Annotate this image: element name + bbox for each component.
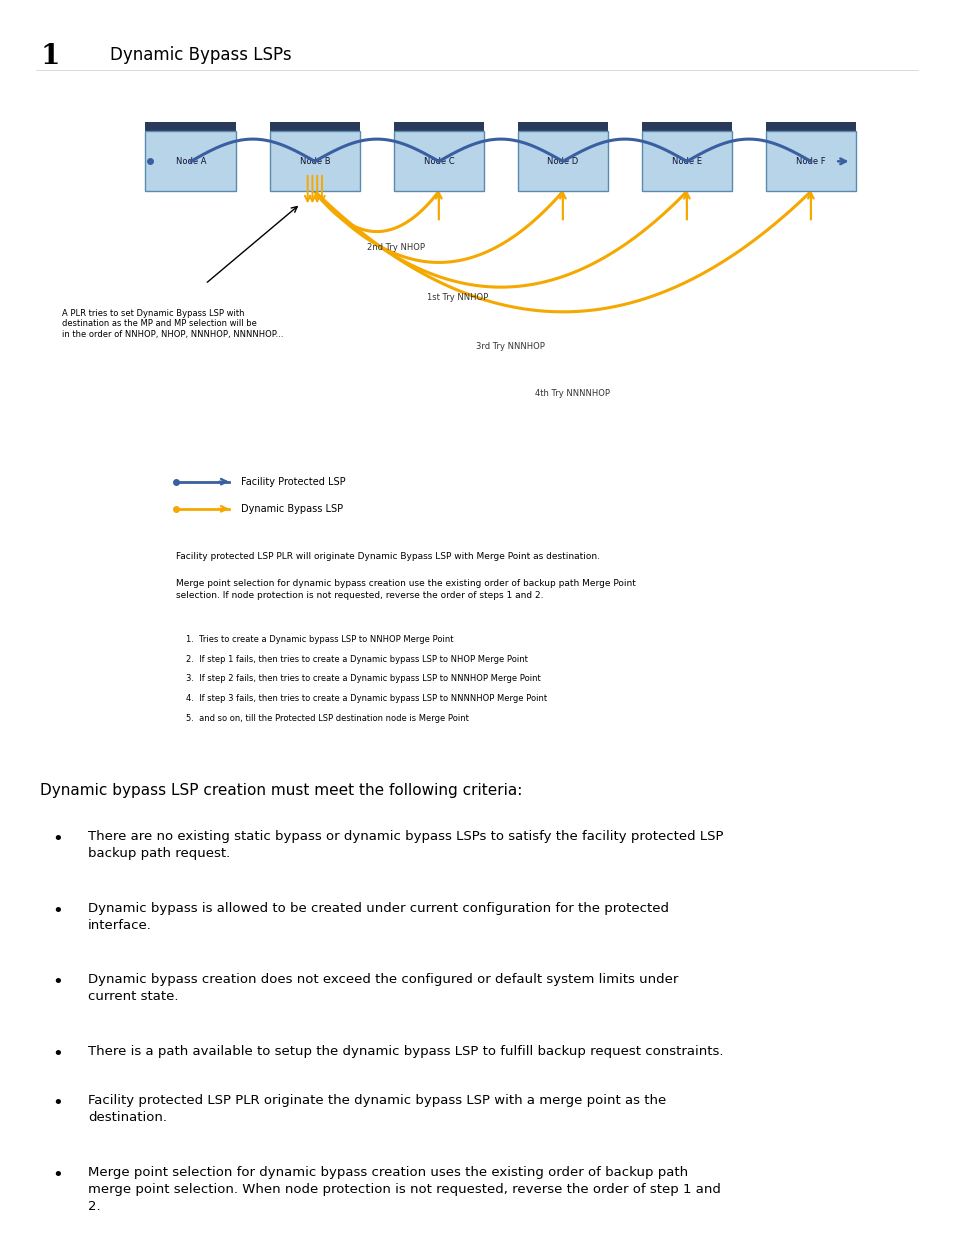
Text: Facility protected LSP PLR will originate Dynamic Bypass LSP with Merge Point as: Facility protected LSP PLR will originat… <box>176 552 599 561</box>
Text: Node C: Node C <box>423 157 454 165</box>
Text: Dynamic bypass is allowed to be created under current configuration for the prot: Dynamic bypass is allowed to be created … <box>88 902 668 931</box>
FancyBboxPatch shape <box>764 121 856 133</box>
Text: Node E: Node E <box>671 157 701 165</box>
Text: A PLR tries to set Dynamic Bypass LSP with
destination as the MP and MP selectio: A PLR tries to set Dynamic Bypass LSP wi… <box>62 309 283 338</box>
Text: 5.  and so on, till the Protected LSP destination node is Merge Point: 5. and so on, till the Protected LSP des… <box>186 714 469 722</box>
Text: Dynamic bypass creation does not exceed the configured or default system limits : Dynamic bypass creation does not exceed … <box>88 973 678 1003</box>
FancyBboxPatch shape <box>146 121 236 133</box>
FancyBboxPatch shape <box>393 131 484 191</box>
Text: Facility Protected LSP: Facility Protected LSP <box>241 477 346 487</box>
Text: •: • <box>51 1045 63 1063</box>
Text: Node B: Node B <box>299 157 330 165</box>
Text: Node A: Node A <box>175 157 206 165</box>
Text: •: • <box>51 1166 63 1184</box>
FancyBboxPatch shape <box>640 121 731 133</box>
Text: 2.  If step 1 fails, then tries to create a Dynamic bypass LSP to NHOP Merge Poi: 2. If step 1 fails, then tries to create… <box>186 655 527 663</box>
Text: Merge point selection for dynamic bypass creation use the existing order of back: Merge point selection for dynamic bypass… <box>176 579 636 600</box>
Text: •: • <box>51 973 63 992</box>
Text: 1.  Tries to create a Dynamic bypass LSP to NNHOP Merge Point: 1. Tries to create a Dynamic bypass LSP … <box>186 635 453 643</box>
Text: 4th Try NNNNHOP: 4th Try NNNNHOP <box>535 389 609 398</box>
FancyBboxPatch shape <box>764 131 856 191</box>
FancyBboxPatch shape <box>146 131 236 191</box>
Text: •: • <box>51 902 63 920</box>
Text: Merge point selection for dynamic bypass creation uses the existing order of bac: Merge point selection for dynamic bypass… <box>88 1166 720 1213</box>
Text: There is a path available to setup the dynamic bypass LSP to fulfill backup requ: There is a path available to setup the d… <box>88 1045 722 1058</box>
Text: Dynamic Bypass LSPs: Dynamic Bypass LSPs <box>110 46 291 64</box>
Text: Node F: Node F <box>795 157 825 165</box>
FancyBboxPatch shape <box>393 121 484 133</box>
FancyBboxPatch shape <box>517 131 607 191</box>
Text: 2nd Try NHOP: 2nd Try NHOP <box>367 243 424 252</box>
FancyBboxPatch shape <box>517 121 607 133</box>
FancyBboxPatch shape <box>640 131 731 191</box>
Text: •: • <box>51 830 63 848</box>
Text: 4.  If step 3 fails, then tries to create a Dynamic bypass LSP to NNNNHOP Merge : 4. If step 3 fails, then tries to create… <box>186 694 547 703</box>
Text: Node D: Node D <box>547 157 578 165</box>
Text: Facility protected LSP PLR originate the dynamic bypass LSP with a merge point a: Facility protected LSP PLR originate the… <box>88 1094 665 1124</box>
Text: Dynamic bypass LSP creation must meet the following criteria:: Dynamic bypass LSP creation must meet th… <box>40 783 522 798</box>
Text: 3rd Try NNNHOP: 3rd Try NNNHOP <box>476 342 544 351</box>
Text: 1: 1 <box>40 43 59 70</box>
FancyBboxPatch shape <box>270 121 360 133</box>
Text: •: • <box>51 1094 63 1113</box>
Text: 3.  If step 2 fails, then tries to create a Dynamic bypass LSP to NNNHOP Merge P: 3. If step 2 fails, then tries to create… <box>186 674 540 683</box>
Text: Dynamic Bypass LSP: Dynamic Bypass LSP <box>241 504 343 514</box>
FancyBboxPatch shape <box>270 131 360 191</box>
Text: 1st Try NNHOP: 1st Try NNHOP <box>427 293 488 301</box>
Text: There are no existing static bypass or dynamic bypass LSPs to satisfy the facili: There are no existing static bypass or d… <box>88 830 722 860</box>
